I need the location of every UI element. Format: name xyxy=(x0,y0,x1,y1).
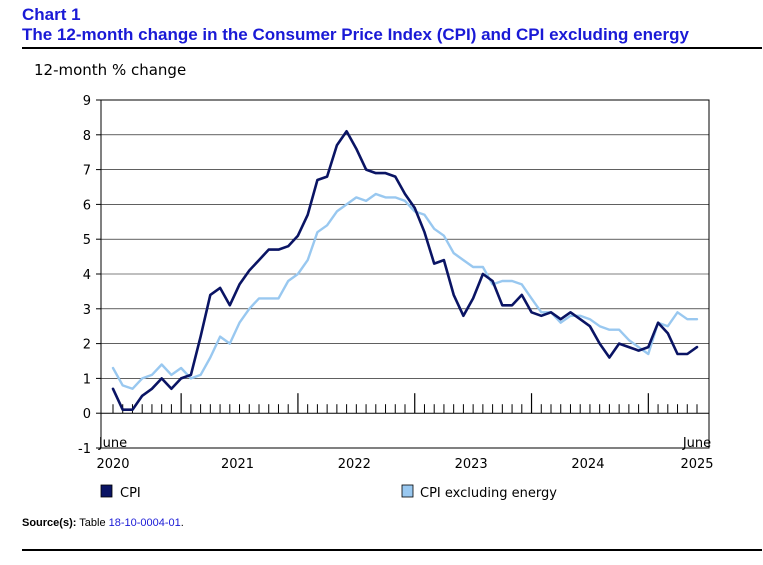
y-tick-label: 0 xyxy=(83,407,91,422)
legend-swatch-cpi-ex-energy xyxy=(401,484,414,498)
y-tick-label: 3 xyxy=(83,303,91,318)
source-end: . xyxy=(180,517,184,529)
series-line-cpi-ex-energy xyxy=(111,192,699,390)
x-label-start-year: 2020 xyxy=(96,457,129,472)
legend-label-cpi-ex-energy: CPI excluding energy xyxy=(420,486,557,501)
y-tick-label: 5 xyxy=(83,233,91,248)
source-label: Source(s): xyxy=(22,517,77,529)
chart-number: Chart 1 xyxy=(22,5,81,24)
y-tick-label: 2 xyxy=(83,338,91,353)
series-lines xyxy=(111,130,699,412)
x-label-year: 2023 xyxy=(455,457,488,472)
x-label-year: 2022 xyxy=(338,457,371,472)
top-divider xyxy=(22,47,762,49)
y-tick-label: 7 xyxy=(83,164,91,179)
y-tick-label: 1 xyxy=(83,372,91,387)
y-tick-label: -1 xyxy=(78,442,91,457)
y-axis-label: 12-month % change xyxy=(34,61,186,79)
y-axis: -1 0 1 2 3 4 5 6 7 8 9 xyxy=(78,94,709,457)
series-line-cpi xyxy=(111,130,699,412)
x-label-start-month: June xyxy=(98,436,127,451)
x-label-end-month: June xyxy=(682,436,711,451)
legend-swatch-cpi xyxy=(100,484,113,498)
x-label-year: 2021 xyxy=(221,457,254,472)
source-note: Source(s): Table 18-10-0004-01. xyxy=(22,517,184,529)
bottom-divider xyxy=(22,549,762,551)
x-axis: June 2020 2021 2022 2023 2024 June 2025 xyxy=(96,393,714,472)
chart-title: The 12-month change in the Consumer Pric… xyxy=(22,25,689,44)
source-text: Table xyxy=(79,517,106,529)
y-tick-label: 8 xyxy=(83,129,91,144)
x-label-end-year: 2025 xyxy=(680,457,713,472)
y-tick-label: 4 xyxy=(83,268,91,283)
legend-label-cpi: CPI xyxy=(120,486,141,501)
y-tick-label: 9 xyxy=(83,94,91,109)
x-label-year: 2024 xyxy=(571,457,604,472)
legend: CPI CPI excluding energy xyxy=(100,484,557,501)
y-tick-label: 6 xyxy=(83,198,91,213)
source-table-link[interactable]: 18-10-0004-01 xyxy=(108,517,181,529)
